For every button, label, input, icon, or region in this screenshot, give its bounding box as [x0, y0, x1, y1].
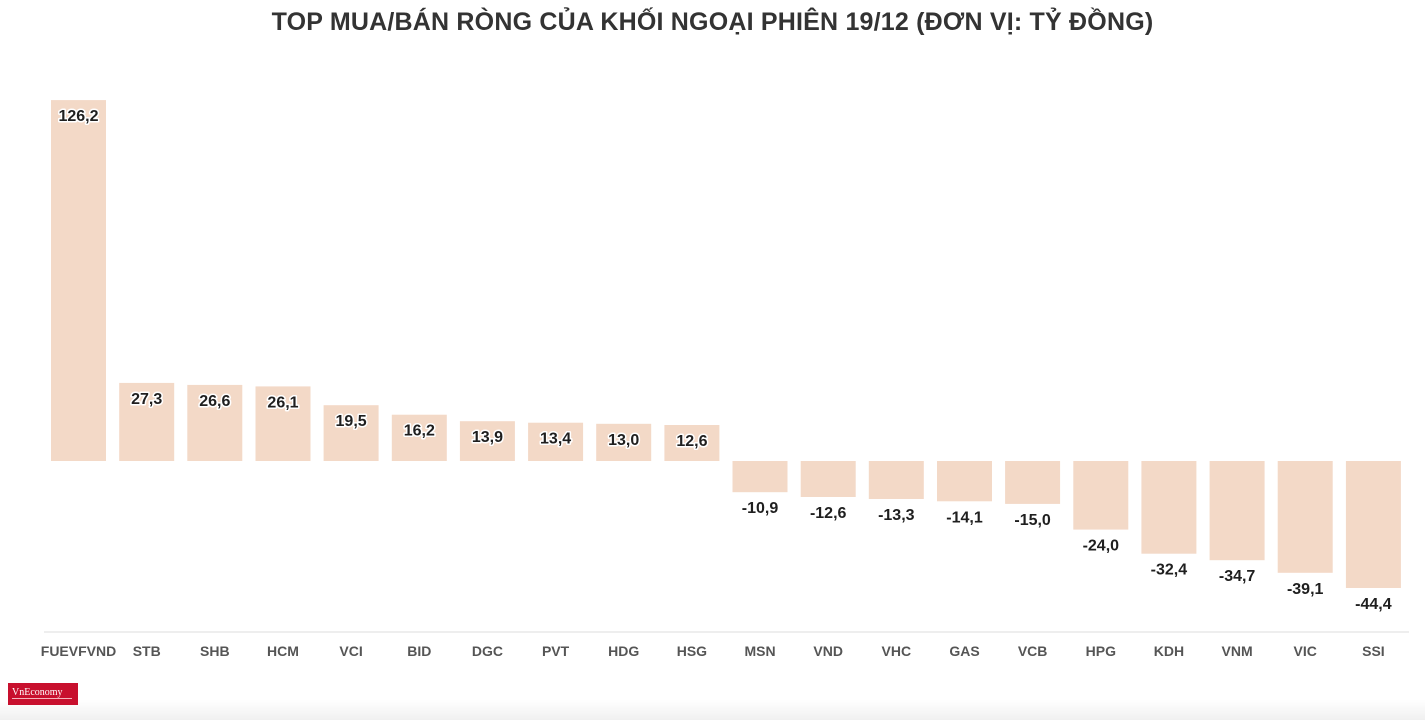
data-label-msn: -10,9 [742, 500, 779, 517]
x-tick-gas: GAS [949, 643, 979, 659]
bar-vcb [1005, 461, 1061, 504]
bar-hcm [255, 386, 311, 461]
data-label-vcb: -15,0 [1014, 512, 1051, 529]
x-tick-pvt: PVT [542, 643, 570, 659]
data-label-vnd: -12,6 [810, 505, 847, 522]
data-label-fuevfvnd: 126,2 [58, 108, 98, 125]
data-label-vnm: -34,7 [1219, 568, 1256, 585]
x-tick-vcb: VCB [1018, 643, 1048, 659]
data-label-kdh: -32,4 [1151, 562, 1188, 579]
bar-vci [323, 405, 379, 461]
x-tick-dgc: DGC [472, 643, 503, 659]
x-tick-ssi: SSI [1362, 643, 1385, 659]
x-tick-msn: MSN [744, 643, 775, 659]
data-label-pvt: 13,4 [540, 431, 571, 448]
x-tick-shb: SHB [200, 643, 230, 659]
x-tick-hcm: HCM [267, 643, 299, 659]
bar-kdh [1141, 461, 1197, 554]
x-tick-stb: STB [133, 643, 161, 659]
data-label-hcm: 26,1 [267, 394, 298, 411]
x-tick-kdh: KDH [1154, 643, 1184, 659]
data-label-shb: 26,6 [199, 393, 230, 410]
chart-title: TOP MUA/BÁN RÒNG CỦA KHỐI NGOẠI PHIÊN 19… [271, 8, 1154, 36]
x-tick-vnm: VNM [1222, 643, 1253, 659]
bar-dgc [459, 421, 515, 461]
data-label-vci: 19,5 [336, 413, 367, 430]
bar-msn [732, 461, 788, 493]
data-label-vic: -39,1 [1287, 581, 1324, 598]
bar-hpg [1073, 461, 1129, 530]
bar-ssi [1345, 461, 1401, 588]
bar-bid [391, 414, 447, 461]
data-label-stb: 27,3 [131, 391, 162, 408]
bar-pvt [528, 422, 584, 461]
x-tick-fuevfvnd: FUEVFVND [41, 643, 116, 659]
footer-band [0, 700, 1425, 720]
x-tick-vnd: VND [813, 643, 843, 659]
bar-vnm [1209, 461, 1265, 561]
x-tick-vic: VIC [1294, 643, 1317, 659]
x-tick-vci: VCI [339, 643, 362, 659]
data-label-hsg: 12,6 [676, 433, 707, 450]
data-label-bid: 16,2 [404, 423, 435, 440]
bar-fuevfvnd [51, 100, 106, 461]
bar-hsg [664, 425, 720, 461]
data-label-vhc: -13,3 [878, 507, 915, 524]
bar-stb [119, 382, 175, 461]
x-tick-vhc: VHC [882, 643, 912, 659]
data-label-gas: -14,1 [946, 509, 983, 526]
data-label-hpg: -24,0 [1083, 538, 1120, 555]
data-label-hdg: 13,0 [608, 432, 639, 449]
bar-hdg [596, 423, 652, 461]
x-tick-hdg: HDG [608, 643, 639, 659]
x-tick-hpg: HPG [1086, 643, 1116, 659]
bar-vic [1277, 461, 1333, 573]
bar-vnd [800, 461, 856, 497]
bar-shb [187, 384, 243, 461]
data-label-dgc: 13,9 [472, 429, 503, 446]
x-tick-bid: BID [407, 643, 431, 659]
vneconomy-logo: VnEconomy [8, 683, 78, 705]
data-label-ssi: -44,4 [1355, 596, 1392, 613]
bar-vhc [868, 461, 924, 499]
bar-gas [937, 461, 992, 502]
x-tick-hsg: HSG [677, 643, 707, 659]
logo-text: VnEconomy [12, 687, 63, 698]
